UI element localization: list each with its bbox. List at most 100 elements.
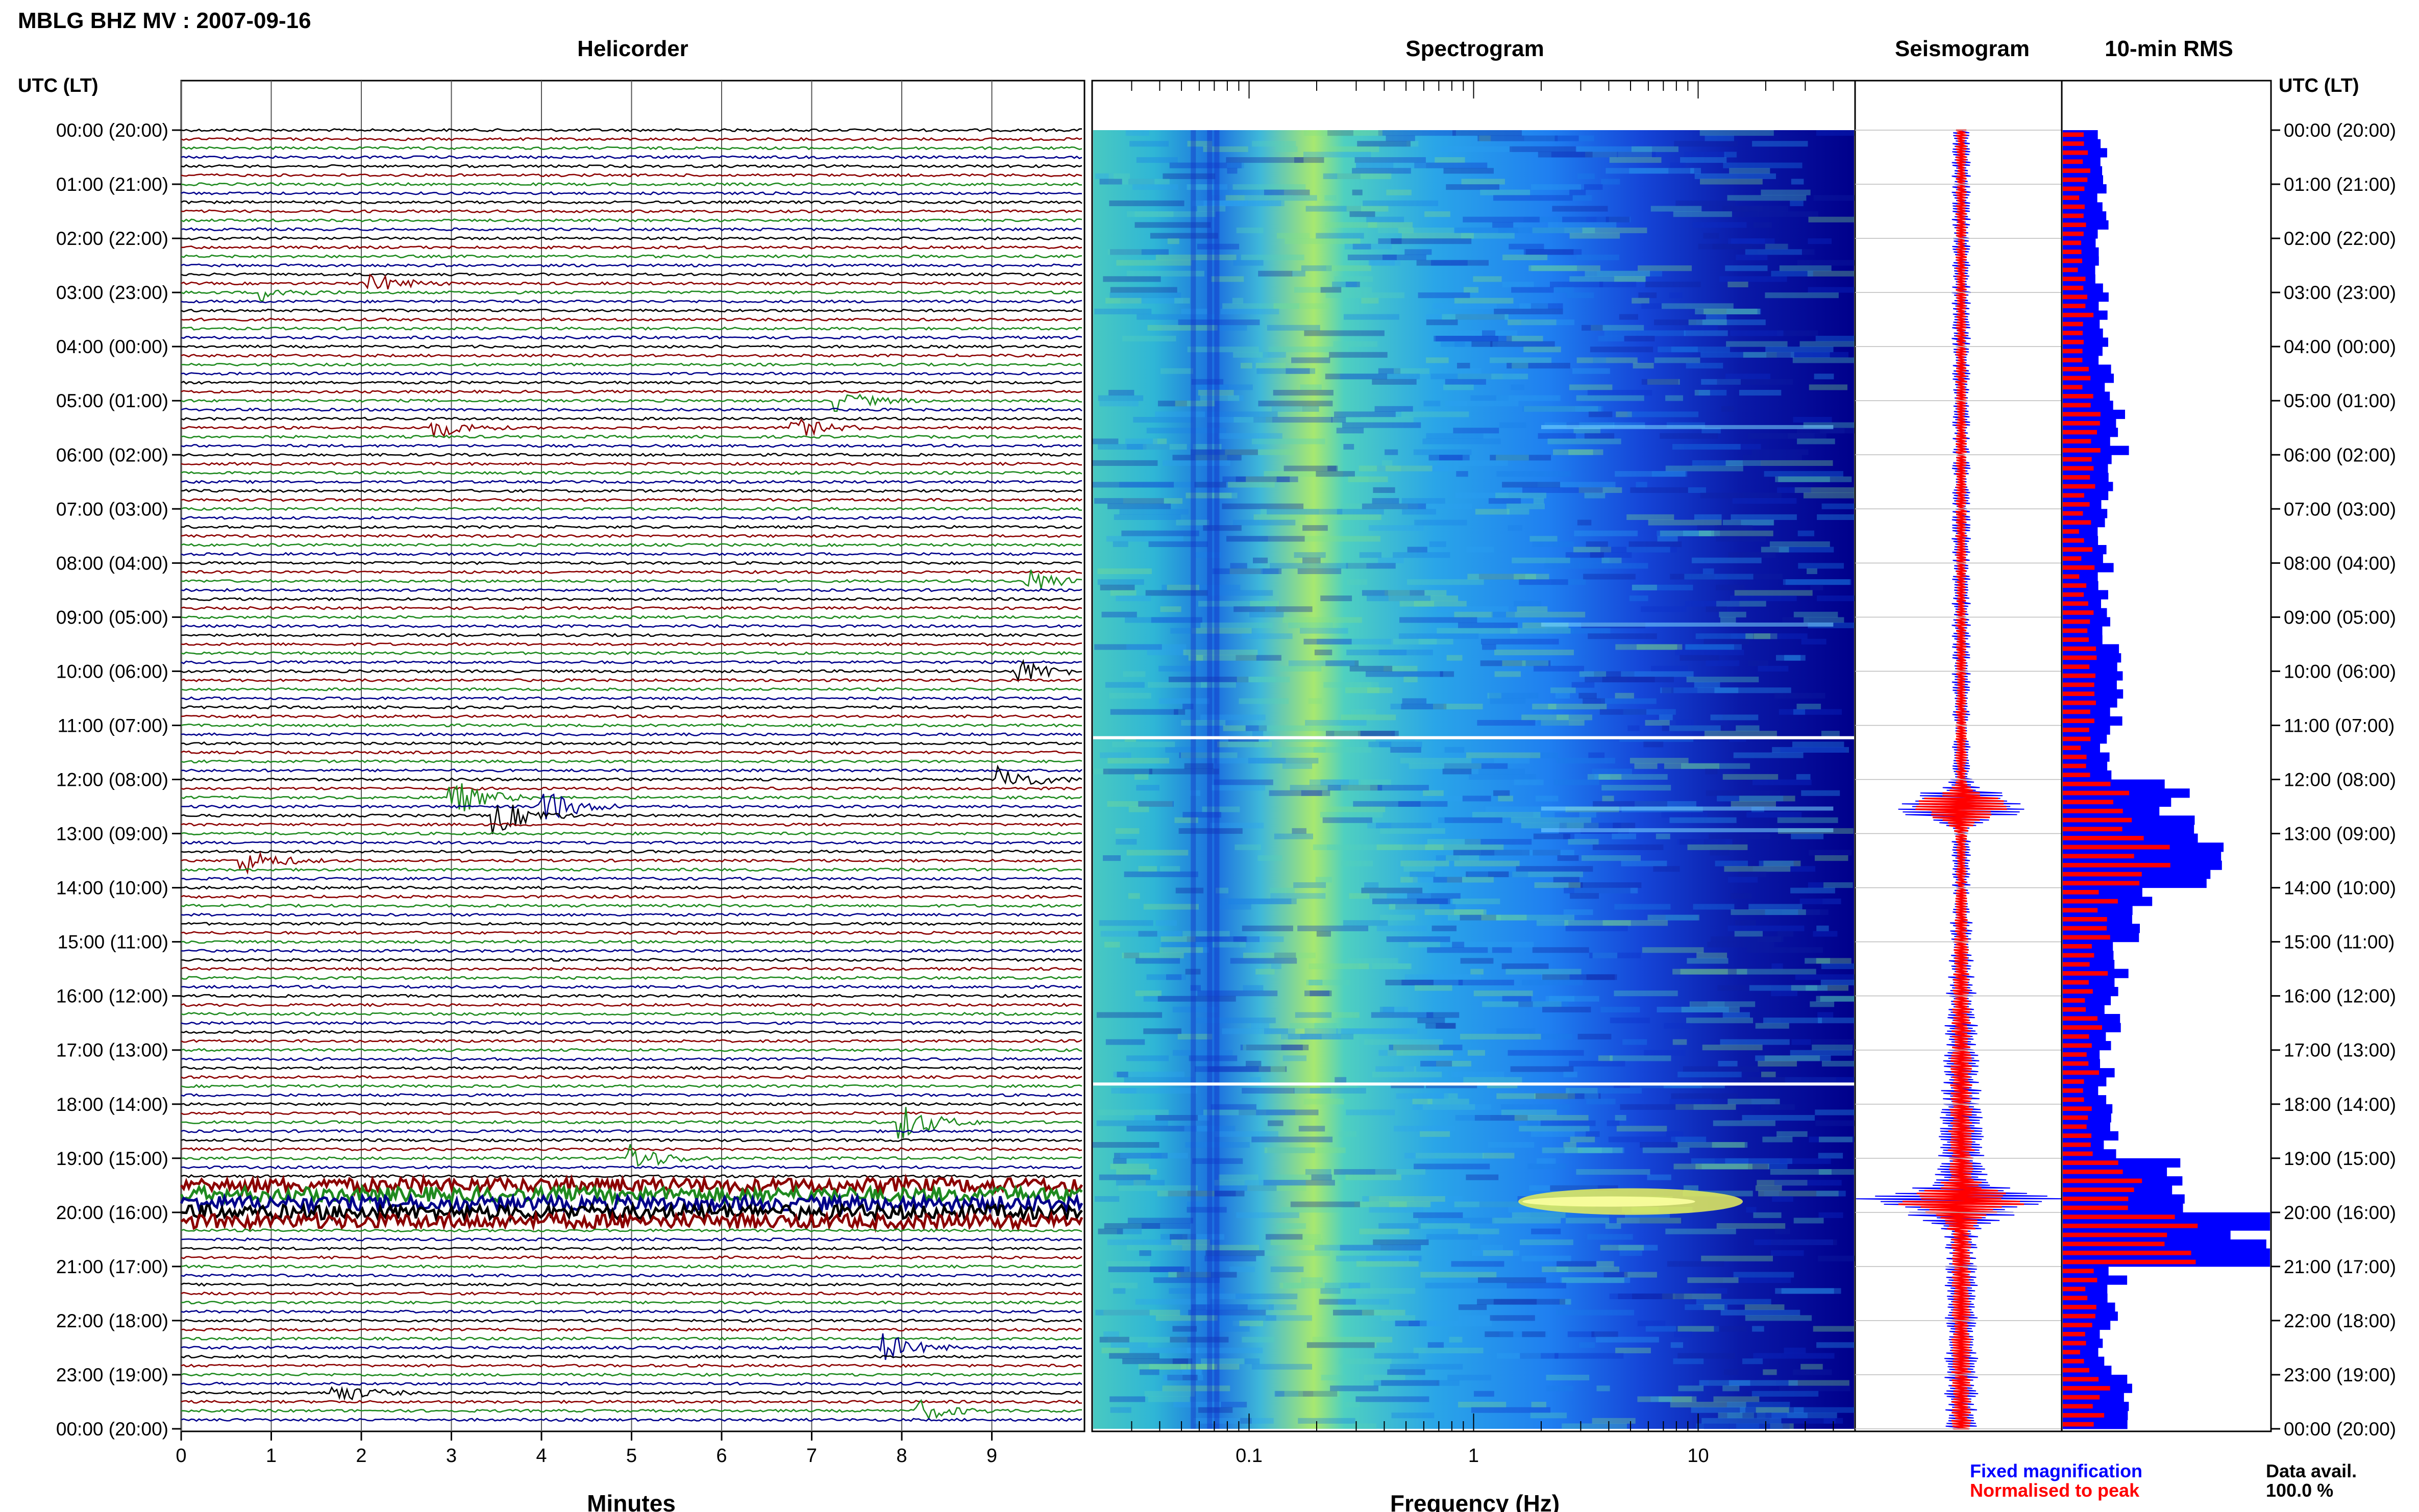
spectrogram-texture	[1672, 969, 1728, 975]
spectrogram-texture	[1291, 357, 1330, 363]
spectrogram-texture	[1720, 1309, 1800, 1316]
helicorder-trace	[181, 218, 1082, 222]
spectrogram-texture	[1176, 519, 1210, 526]
spectrogram-texture	[1151, 617, 1202, 623]
spectrogram-texture	[1314, 650, 1332, 656]
helicorder-trace	[181, 289, 1082, 302]
spectrogram-texture	[1511, 287, 1554, 293]
spectrogram-texture	[1715, 1158, 1787, 1164]
spectrogram-texture	[1537, 1158, 1556, 1164]
helicorder-trace	[181, 633, 1082, 637]
helicorder-trace	[181, 569, 1082, 589]
spectrogram-texture	[1598, 336, 1624, 342]
spectrogram-texture	[1110, 1407, 1131, 1413]
spectrogram-texture	[1557, 1261, 1596, 1267]
spectrogram-texture	[1801, 790, 1840, 796]
spectrogram-texture	[1731, 801, 1776, 807]
spectrogram-texture	[1393, 1045, 1439, 1051]
spectrogram-texture	[1731, 909, 1806, 915]
rms-bar-normalised	[2063, 583, 2087, 588]
spectrogram-texture	[1418, 292, 1470, 299]
spectrogram-texture	[1752, 1326, 1764, 1332]
spectrogram-texture	[1732, 498, 1797, 504]
spectrogram-texture	[1134, 1115, 1210, 1121]
spectrogram-texture	[1487, 692, 1501, 699]
minutes-tick-label: 2	[356, 1445, 366, 1467]
spectrogram-texture	[1233, 352, 1268, 358]
spectrogram-texture	[1821, 731, 1840, 737]
spectrogram-texture	[1724, 866, 1791, 872]
spectrogram-texture	[1431, 925, 1457, 931]
helicorder-trace	[181, 1385, 1082, 1401]
helicorder-trace	[181, 1264, 1082, 1269]
spectrogram-texture	[1449, 1336, 1463, 1343]
spectrogram-texture	[1634, 763, 1658, 769]
rms-bar-normalised	[2063, 1377, 2099, 1382]
spectrogram-texture	[1525, 249, 1574, 255]
spectrogram-texture	[1711, 936, 1784, 943]
helicorder-title: Helicorder	[577, 36, 688, 61]
helicorder-trace	[181, 1003, 1082, 1007]
spectrogram-texture	[1352, 189, 1363, 195]
spectrogram-texture	[1155, 1115, 1198, 1121]
spectrogram-texture	[1531, 303, 1563, 309]
spectrogram-texture	[1466, 1174, 1499, 1180]
spectrogram-texture	[1371, 1012, 1434, 1018]
spectrogram-texture	[1186, 492, 1232, 499]
spectrogram-texture	[1797, 428, 1845, 434]
spectrogram-texture	[1717, 796, 1784, 802]
spectrogram-texture	[1488, 871, 1509, 877]
rms-bar-normalised	[2063, 700, 2096, 705]
spectrogram-texture	[1494, 671, 1521, 677]
helicorder-trace	[181, 831, 1082, 836]
spectrogram-texture	[1441, 146, 1512, 152]
spectrogram-texture	[1446, 1261, 1463, 1267]
spectrogram-texture	[1105, 682, 1145, 688]
spectrogram-texture	[1301, 265, 1332, 271]
spectrogram-texture	[1187, 184, 1213, 190]
spectrogram-texture	[1211, 189, 1284, 195]
spectrogram-texture	[1728, 552, 1776, 558]
spectrogram-texture	[1433, 303, 1497, 309]
spectrogram-texture	[1727, 574, 1783, 580]
left-time-label: 13:00 (09:00)	[56, 824, 168, 845]
spectrogram-texture	[1376, 925, 1427, 931]
spectrogram-texture	[1175, 401, 1215, 407]
spectrogram-texture	[1417, 898, 1448, 904]
spectrogram-texture	[1227, 741, 1255, 748]
rms-bar-normalised	[2063, 168, 2090, 173]
spectrogram-texture	[1110, 287, 1177, 293]
spectrogram-texture	[1294, 1087, 1366, 1094]
spectrogram-texture	[1304, 330, 1385, 336]
spectrogram-texture	[1246, 1045, 1309, 1051]
spectrogram-texture	[1179, 752, 1212, 758]
spectrogram-texture	[1509, 243, 1544, 250]
spectrogram-texture	[1274, 833, 1313, 839]
spectrogram-texture	[1662, 725, 1724, 731]
helicorder-trace	[181, 236, 1082, 241]
spectrogram-texture	[1201, 1358, 1245, 1365]
rms-bar-normalised	[2063, 1250, 2191, 1255]
spectrogram-texture	[1372, 1072, 1442, 1078]
spectrogram-texture	[1673, 211, 1732, 217]
spectrogram-texture	[1146, 974, 1186, 980]
rms-bar-normalised	[2063, 1142, 2091, 1147]
spectrogram-texture	[1334, 1169, 1396, 1175]
spectrogram-band	[1214, 130, 1220, 1429]
rms-bar-normalised	[2063, 222, 2086, 227]
helicorder-trace	[181, 994, 1082, 998]
spectrogram-texture	[1669, 292, 1683, 299]
helicorder-trace	[181, 786, 1082, 791]
spectrogram-texture	[1707, 941, 1774, 948]
spectrogram-texture	[1783, 579, 1850, 585]
spectrogram-event-streak	[1541, 425, 1834, 429]
spectrogram-texture	[1313, 1391, 1340, 1397]
spectrogram-texture	[1381, 460, 1393, 466]
spectrogram-texture	[1531, 1001, 1569, 1007]
spectrogram-texture	[1346, 650, 1407, 656]
spectrogram-texture	[1455, 1115, 1491, 1121]
spectrogram-texture	[1816, 958, 1852, 964]
spectrogram-texture	[1436, 1023, 1456, 1029]
spectrogram-texture	[1622, 1039, 1647, 1045]
spectrogram-texture	[1736, 969, 1816, 975]
